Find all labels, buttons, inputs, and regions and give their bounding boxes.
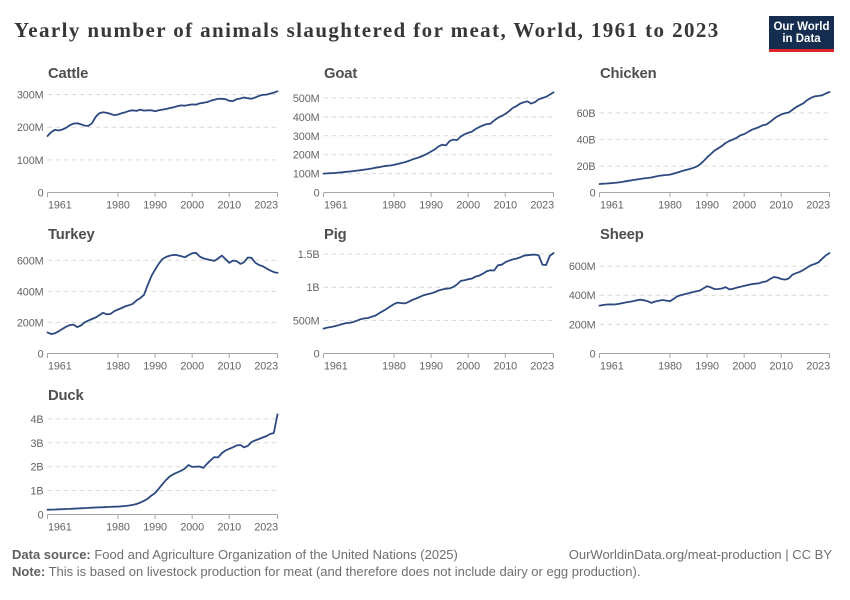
svg-text:1980: 1980 [106, 361, 130, 373]
svg-text:1B: 1B [306, 282, 319, 294]
svg-text:2000: 2000 [180, 522, 204, 534]
svg-text:600M: 600M [17, 255, 44, 267]
svg-text:1980: 1980 [106, 522, 130, 534]
svg-text:1990: 1990 [143, 361, 167, 373]
svg-text:1961: 1961 [324, 361, 348, 373]
svg-text:3B: 3B [30, 438, 43, 450]
svg-text:Duck: Duck [48, 388, 85, 404]
svg-text:40B: 40B [577, 134, 596, 146]
svg-text:2010: 2010 [493, 200, 517, 212]
svg-text:200M: 200M [17, 317, 44, 329]
svg-text:2000: 2000 [732, 361, 756, 373]
svg-text:1961: 1961 [600, 200, 624, 212]
svg-text:Goat: Goat [324, 66, 357, 82]
svg-text:2023: 2023 [806, 200, 830, 212]
svg-text:500M: 500M [293, 315, 320, 327]
svg-text:100M: 100M [293, 169, 320, 181]
svg-text:2023: 2023 [254, 361, 278, 373]
svg-text:1990: 1990 [419, 200, 443, 212]
svg-text:400M: 400M [569, 290, 596, 302]
svg-text:2023: 2023 [806, 361, 830, 373]
svg-text:1990: 1990 [143, 200, 167, 212]
svg-text:20B: 20B [577, 161, 596, 173]
svg-text:1980: 1980 [382, 361, 406, 373]
svg-text:1990: 1990 [419, 361, 443, 373]
svg-text:2B: 2B [30, 462, 43, 474]
svg-text:1961: 1961 [48, 361, 72, 373]
svg-text:2000: 2000 [456, 361, 480, 373]
svg-text:1980: 1980 [106, 200, 130, 212]
svg-text:400M: 400M [293, 112, 320, 124]
svg-text:1980: 1980 [658, 200, 682, 212]
svg-text:60B: 60B [577, 108, 596, 120]
svg-text:1.5B: 1.5B [298, 249, 320, 261]
svg-text:2023: 2023 [254, 522, 278, 534]
svg-text:0: 0 [38, 349, 44, 361]
svg-text:Pig: Pig [324, 227, 347, 243]
svg-text:2010: 2010 [217, 522, 241, 534]
svg-text:600M: 600M [569, 261, 596, 273]
svg-text:200M: 200M [17, 122, 44, 134]
svg-text:Cattle: Cattle [48, 66, 88, 82]
svg-text:2023: 2023 [530, 361, 554, 373]
svg-text:1990: 1990 [695, 361, 719, 373]
svg-text:300M: 300M [293, 131, 320, 143]
svg-text:1961: 1961 [324, 200, 348, 212]
svg-text:1990: 1990 [143, 522, 167, 534]
svg-text:2000: 2000 [180, 361, 204, 373]
svg-text:200M: 200M [293, 150, 320, 162]
svg-text:Turkey: Turkey [48, 227, 95, 243]
svg-text:1961: 1961 [48, 200, 72, 212]
svg-text:100M: 100M [17, 155, 44, 167]
svg-text:2010: 2010 [769, 361, 793, 373]
svg-text:2000: 2000 [732, 200, 756, 212]
svg-text:1980: 1980 [382, 200, 406, 212]
svg-text:0: 0 [590, 349, 596, 361]
svg-text:1980: 1980 [658, 361, 682, 373]
svg-text:0: 0 [38, 510, 44, 522]
svg-text:400M: 400M [17, 286, 44, 298]
svg-text:4B: 4B [30, 414, 43, 426]
svg-text:200M: 200M [569, 319, 596, 331]
svg-text:1961: 1961 [600, 361, 624, 373]
svg-text:1961: 1961 [48, 522, 72, 534]
svg-text:0: 0 [314, 188, 320, 200]
svg-text:500M: 500M [293, 93, 320, 105]
svg-text:2010: 2010 [493, 361, 517, 373]
svg-text:2010: 2010 [217, 361, 241, 373]
svg-text:2000: 2000 [456, 200, 480, 212]
svg-text:2010: 2010 [769, 200, 793, 212]
svg-text:Sheep: Sheep [600, 227, 644, 243]
svg-text:1B: 1B [30, 486, 43, 498]
svg-text:2023: 2023 [254, 200, 278, 212]
svg-text:0: 0 [590, 188, 596, 200]
svg-text:2023: 2023 [530, 200, 554, 212]
svg-text:2010: 2010 [217, 200, 241, 212]
svg-text:Chicken: Chicken [600, 66, 657, 82]
svg-text:0: 0 [38, 188, 44, 200]
svg-text:2000: 2000 [180, 200, 204, 212]
svg-text:300M: 300M [17, 90, 44, 102]
svg-text:0: 0 [314, 349, 320, 361]
svg-text:1990: 1990 [695, 200, 719, 212]
